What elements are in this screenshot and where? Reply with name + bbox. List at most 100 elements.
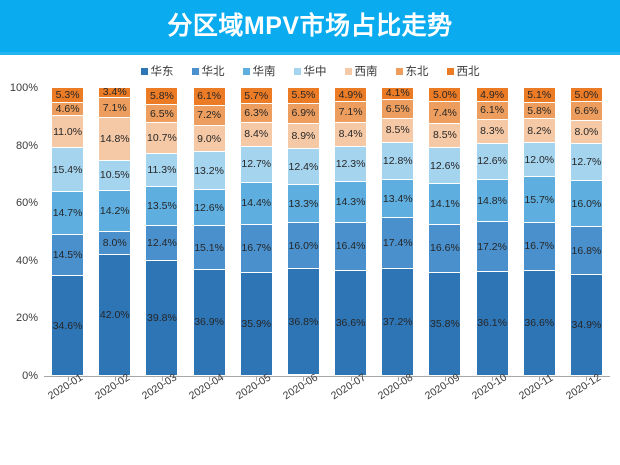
bar-segment-东北[interactable]: 6.5%: [146, 104, 178, 124]
bar-segment-华中[interactable]: 12.6%: [476, 143, 508, 180]
bar-segment-华中[interactable]: 12.7%: [570, 144, 602, 181]
bar-segment-华东[interactable]: 36.8%: [287, 269, 319, 376]
bar-segment-东北[interactable]: 6.3%: [240, 104, 272, 123]
bar-segment-西南[interactable]: 8.4%: [335, 122, 367, 147]
bar-segment-华中[interactable]: 12.3%: [335, 146, 367, 183]
bar-segment-西北[interactable]: 5.0%: [429, 88, 461, 103]
bar-segment-华东[interactable]: 34.6%: [52, 276, 84, 376]
legend-item-东北[interactable]: 东北: [395, 63, 429, 79]
bar-segment-西北[interactable]: 4.9%: [476, 88, 508, 103]
legend-item-华北[interactable]: 华北: [191, 63, 225, 79]
bar-segment-东北[interactable]: 4.6%: [52, 103, 84, 117]
bar-segment-华南[interactable]: 15.7%: [523, 177, 555, 223]
bar-segment-华东[interactable]: 34.9%: [570, 275, 602, 376]
bar-segment-西南[interactable]: 8.5%: [382, 118, 414, 143]
bar-segment-华北[interactable]: 16.7%: [523, 222, 555, 271]
bar-segment-东北[interactable]: 6.1%: [476, 102, 508, 120]
bar-segment-华南[interactable]: 14.7%: [52, 192, 84, 235]
bar-segment-西南[interactable]: 11.0%: [52, 116, 84, 149]
bar-segment-华中[interactable]: 12.0%: [523, 142, 555, 178]
bar-segment-华东[interactable]: 37.2%: [382, 268, 414, 376]
bar-segment-华东[interactable]: 36.6%: [523, 270, 555, 376]
bar-segment-西南[interactable]: 8.3%: [476, 119, 508, 144]
bar-segment-华东[interactable]: 35.9%: [240, 272, 272, 376]
bar-segment-华东[interactable]: 39.8%: [146, 261, 178, 376]
bar-segment-华南[interactable]: 12.6%: [193, 190, 225, 227]
bar-segment-西北[interactable]: 5.8%: [146, 88, 178, 105]
bar-segment-西南[interactable]: 8.2%: [523, 119, 555, 143]
bar-segment-西北[interactable]: 6.1%: [193, 88, 225, 106]
bar-segment-华中[interactable]: 10.5%: [99, 160, 131, 192]
bar-segment-华东[interactable]: 42.0%: [99, 254, 131, 376]
bar-segment-西南[interactable]: 9.0%: [193, 126, 225, 153]
bar-segment-东北[interactable]: 6.5%: [382, 99, 414, 119]
bar-column[interactable]: 5.0% 7.4% 8.5% 12.6% 14.1% 16.6% 35.8%: [429, 88, 461, 376]
bar-segment-华南[interactable]: 13.5%: [146, 186, 178, 226]
bar-segment-东北[interactable]: 7.2%: [193, 105, 225, 127]
bar-column[interactable]: 5.8% 6.5% 10.7% 11.3% 13.5% 12.4% 39.8%: [146, 88, 178, 376]
bar-segment-东北[interactable]: 6.6%: [570, 102, 602, 122]
bar-segment-华北[interactable]: 16.0%: [287, 223, 319, 270]
bar-segment-西南[interactable]: 10.7%: [146, 123, 178, 155]
bar-segment-华北[interactable]: 15.1%: [193, 226, 225, 270]
bar-segment-西北[interactable]: 5.5%: [287, 88, 319, 104]
bar-segment-华北[interactable]: 16.8%: [570, 227, 602, 276]
bar-segment-西北[interactable]: 5.0%: [570, 88, 602, 103]
bar-segment-华中[interactable]: 11.3%: [146, 154, 178, 187]
bar-segment-华北[interactable]: 16.4%: [335, 223, 367, 271]
bar-column[interactable]: 5.1% 5.8% 8.2% 12.0% 15.7% 16.7% 36.6%: [523, 88, 555, 376]
bar-segment-东北[interactable]: 6.9%: [287, 103, 319, 124]
bar-segment-东北[interactable]: 7.4%: [429, 102, 461, 124]
bar-segment-西北[interactable]: 5.7%: [240, 88, 272, 105]
bar-segment-华中[interactable]: 13.2%: [193, 152, 225, 191]
bar-segment-西北[interactable]: 3.4%: [99, 87, 131, 98]
bar-segment-华北[interactable]: 17.4%: [382, 218, 414, 269]
bar-segment-东北[interactable]: 5.8%: [523, 102, 555, 120]
bar-column[interactable]: 4.1% 6.5% 8.5% 12.8% 13.4% 17.4% 37.2%: [382, 88, 414, 376]
bar-column[interactable]: 4.9% 7.1% 8.4% 12.3% 14.3% 16.4% 36.6%: [335, 88, 367, 376]
bar-segment-华东[interactable]: 36.1%: [476, 271, 508, 376]
bar-segment-华北[interactable]: 12.4%: [146, 225, 178, 262]
bar-segment-华中[interactable]: 15.4%: [52, 148, 84, 193]
bar-segment-华南[interactable]: 14.1%: [429, 184, 461, 226]
bar-segment-东北[interactable]: 7.1%: [99, 97, 131, 119]
bar-segment-西北[interactable]: 4.1%: [382, 88, 414, 100]
bar-segment-华中[interactable]: 12.6%: [429, 148, 461, 185]
legend-item-西南[interactable]: 西南: [344, 63, 378, 79]
bar-segment-华中[interactable]: 12.4%: [287, 149, 319, 186]
bar-column[interactable]: 4.9% 6.1% 8.3% 12.6% 14.8% 17.2% 36.1%: [476, 88, 508, 376]
bar-column[interactable]: 5.7% 6.3% 8.4% 12.7% 14.4% 16.7% 35.9%: [240, 88, 272, 376]
bar-segment-华南[interactable]: 13.3%: [287, 185, 319, 224]
bar-segment-华南[interactable]: 13.4%: [382, 179, 414, 219]
bar-segment-华南[interactable]: 14.3%: [335, 182, 367, 224]
bar-segment-西南[interactable]: 8.4%: [240, 122, 272, 147]
bar-segment-西南[interactable]: 8.5%: [429, 123, 461, 149]
bar-segment-华北[interactable]: 16.6%: [429, 225, 461, 273]
bar-segment-华中[interactable]: 12.8%: [382, 142, 414, 180]
legend-item-华中[interactable]: 华中: [293, 63, 327, 79]
bar-segment-西南[interactable]: 14.8%: [99, 118, 131, 161]
bar-column[interactable]: 6.1% 7.2% 9.0% 13.2% 12.6% 15.1% 36.9%: [193, 88, 225, 377]
bar-segment-华北[interactable]: 14.5%: [52, 234, 84, 277]
bar-segment-西北[interactable]: 5.1%: [523, 88, 555, 103]
bar-column[interactable]: 5.0% 6.6% 8.0% 12.7% 16.0% 16.8% 34.9%: [570, 88, 602, 376]
bar-column[interactable]: 3.4% 7.1% 14.8% 10.5% 14.2% 8.0% 42.0%: [99, 87, 131, 376]
legend-item-西北[interactable]: 西北: [446, 63, 480, 79]
bar-segment-华东[interactable]: 36.6%: [335, 270, 367, 376]
bar-segment-西南[interactable]: 8.9%: [287, 123, 319, 150]
bar-segment-华南[interactable]: 14.4%: [240, 183, 272, 225]
bar-column[interactable]: 5.5% 6.9% 8.9% 12.4% 13.3% 16.0% 36.8%: [287, 88, 319, 376]
bar-segment-华北[interactable]: 8.0%: [99, 231, 131, 255]
bar-segment-华东[interactable]: 36.9%: [193, 269, 225, 377]
bar-segment-华南[interactable]: 14.8%: [476, 179, 508, 223]
bar-segment-华南[interactable]: 16.0%: [570, 180, 602, 228]
bar-segment-西北[interactable]: 4.9%: [335, 88, 367, 103]
bar-segment-西南[interactable]: 8.0%: [570, 121, 602, 145]
legend-item-华南[interactable]: 华南: [242, 63, 276, 79]
bar-segment-华东[interactable]: 35.8%: [429, 272, 461, 376]
bar-segment-华中[interactable]: 12.7%: [240, 146, 272, 184]
bar-segment-华北[interactable]: 16.7%: [240, 224, 272, 273]
bar-column[interactable]: 5.3% 4.6% 11.0% 15.4% 14.7% 14.5% 34.6%: [52, 88, 84, 376]
bar-segment-东北[interactable]: 7.1%: [335, 102, 367, 123]
bar-segment-华北[interactable]: 17.2%: [476, 222, 508, 272]
